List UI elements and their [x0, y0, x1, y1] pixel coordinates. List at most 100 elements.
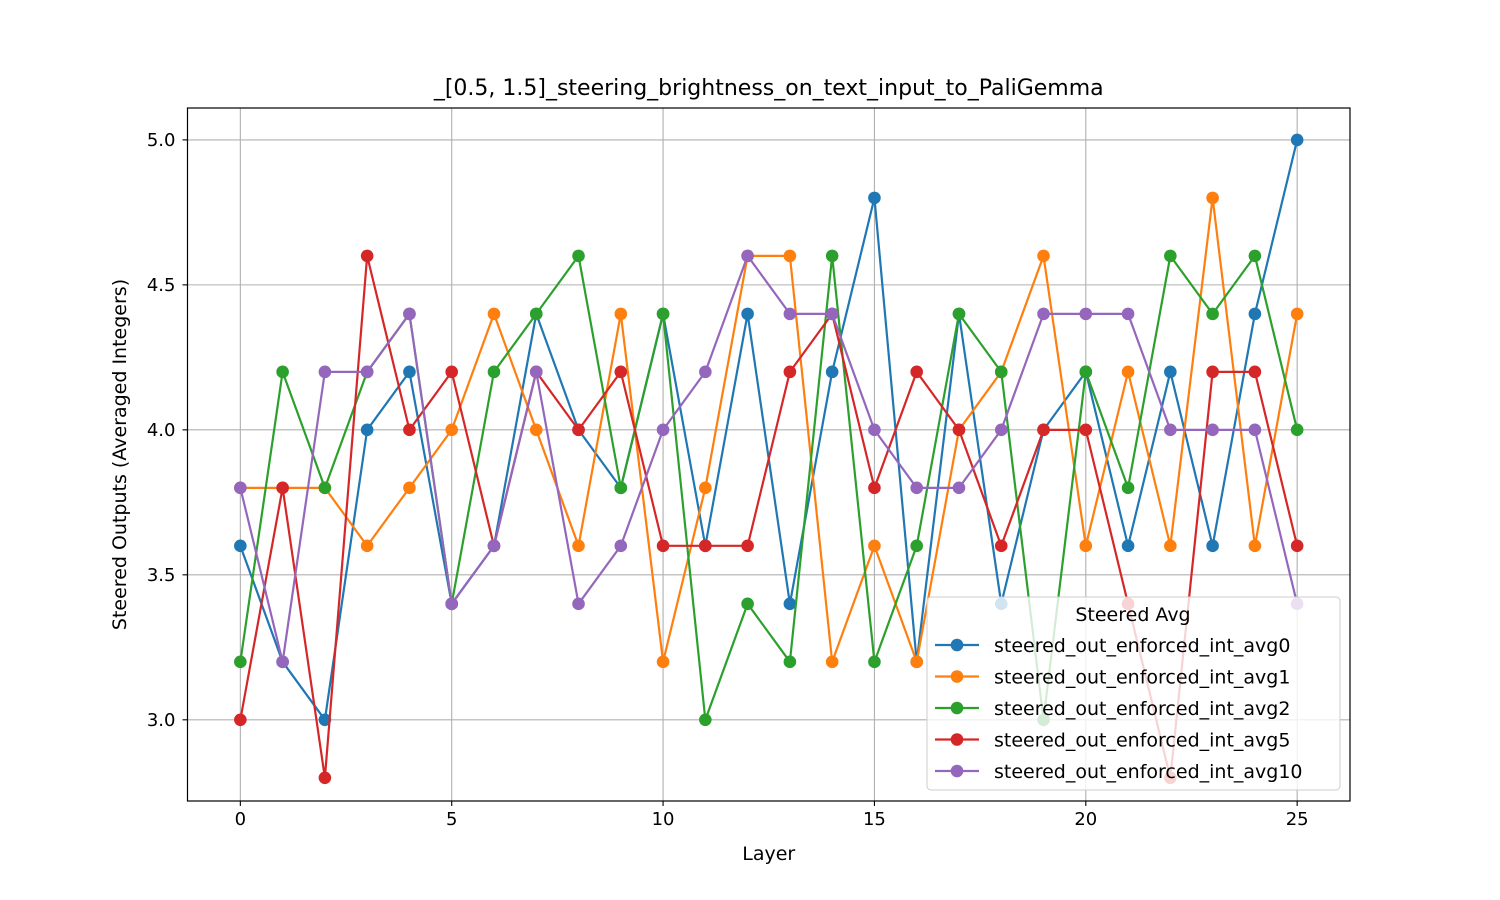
data-point [699, 539, 712, 553]
data-point [318, 481, 332, 495]
data-point [614, 365, 628, 379]
legend-swatch-marker [950, 701, 964, 715]
legend-swatch-marker [950, 733, 964, 746]
data-point [1121, 539, 1135, 553]
data-point [572, 597, 585, 611]
data-point [994, 365, 1008, 379]
data-point [318, 365, 332, 379]
data-point [1121, 307, 1135, 321]
plot-series [234, 133, 1304, 785]
legend-swatch-marker [950, 764, 964, 778]
data-point [868, 481, 881, 495]
data-point [1248, 249, 1262, 263]
data-point [1206, 307, 1219, 321]
data-point [783, 249, 797, 263]
legend-swatch-marker [950, 638, 964, 652]
legend-label: steered_out_enforced_int_avg5 [994, 730, 1290, 752]
data-point [360, 249, 374, 263]
data-point [783, 365, 797, 379]
data-point [1206, 365, 1219, 379]
data-point [656, 539, 670, 553]
data-point [1121, 365, 1135, 379]
legend-item: steered_out_enforced_int_avg5 [935, 730, 1290, 752]
data-point [403, 307, 416, 321]
series-steered_out_enforced_int_avg5 [234, 249, 1304, 785]
data-point [741, 539, 754, 553]
data-point [614, 307, 628, 321]
data-point [487, 365, 501, 379]
data-point [825, 307, 839, 321]
data-point [910, 539, 924, 553]
data-point [741, 597, 754, 611]
data-point [1164, 365, 1177, 379]
data-point [487, 539, 501, 553]
y-axis-label: Steered Outputs (Averaged Integers) [109, 279, 131, 630]
data-point [783, 307, 797, 321]
legend-item: steered_out_enforced_int_avg10 [935, 761, 1303, 783]
data-point [572, 423, 585, 437]
data-point [994, 539, 1008, 553]
data-point [910, 655, 924, 669]
data-point [1079, 307, 1093, 321]
data-point [1079, 365, 1093, 379]
y-tick-label: 3.5 [147, 565, 176, 586]
data-point [318, 771, 332, 785]
data-point [1164, 423, 1177, 437]
data-point [1037, 249, 1050, 263]
data-point [614, 481, 628, 495]
data-point [1248, 423, 1262, 437]
data-point [910, 365, 924, 379]
data-point [910, 481, 924, 495]
x-tick-label: 25 [1286, 809, 1309, 830]
data-point [360, 365, 374, 379]
data-point [234, 539, 247, 553]
series-line [239, 254, 1299, 663]
data-point [1206, 539, 1219, 553]
data-point [656, 307, 670, 321]
data-point [234, 655, 247, 669]
data-point [1164, 249, 1177, 263]
data-point [868, 423, 881, 437]
data-point [656, 655, 670, 669]
data-point [1037, 307, 1050, 321]
legend-box [926, 596, 1341, 791]
data-point [318, 713, 332, 727]
data-point [994, 423, 1008, 437]
data-point [529, 365, 543, 379]
data-point [699, 481, 712, 495]
x-tick-label: 15 [863, 809, 886, 830]
y-tick-label: 4.0 [147, 420, 176, 441]
data-point [868, 191, 881, 205]
legend-title: Steered Avg [1075, 604, 1190, 626]
data-point [360, 423, 374, 437]
data-point [445, 365, 459, 379]
legend-item: steered_out_enforced_int_avg0 [935, 635, 1290, 657]
data-point [234, 481, 247, 495]
series-line [239, 196, 1299, 663]
data-point [276, 655, 289, 669]
legend-item: steered_out_enforced_int_avg1 [935, 667, 1290, 689]
x-tick-label: 5 [446, 809, 457, 830]
legend-label: steered_out_enforced_int_avg1 [994, 667, 1290, 689]
data-point [234, 713, 247, 727]
data-point [868, 539, 881, 553]
plot-frame [186, 107, 1351, 802]
data-point [487, 307, 501, 321]
data-point [952, 423, 966, 437]
data-point [699, 365, 712, 379]
x-axis-label: Layer [742, 843, 795, 865]
data-point [1079, 423, 1093, 437]
data-point [1248, 539, 1262, 553]
data-point [1290, 539, 1304, 553]
data-point [699, 713, 712, 727]
data-point [1121, 481, 1135, 495]
data-point [825, 249, 839, 263]
x-tick-label: 10 [652, 809, 675, 830]
data-point [445, 597, 459, 611]
y-tick-label: 5.0 [147, 130, 176, 151]
y-tick-label: 3.0 [147, 710, 176, 731]
data-point [1290, 307, 1304, 321]
data-point [403, 423, 416, 437]
legend-item: steered_out_enforced_int_avg2 [935, 698, 1290, 720]
